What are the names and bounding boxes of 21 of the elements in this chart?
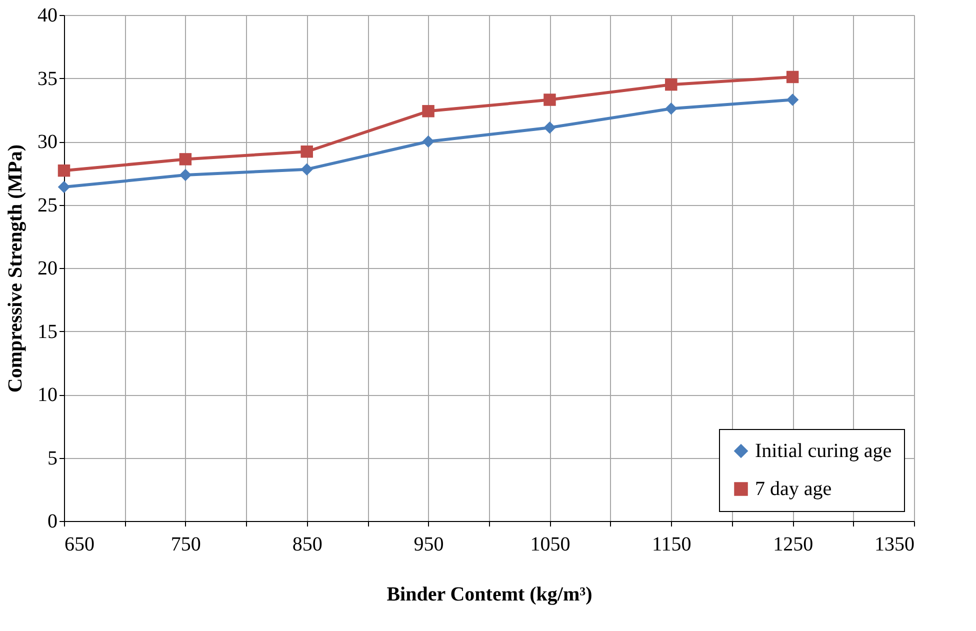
x-tick-label: 1250 (773, 534, 814, 556)
y-tick-label: 5 (48, 447, 58, 470)
y-tick-label: 40 (38, 4, 58, 26)
x-tick-label: 650 (64, 534, 94, 556)
x-axis-title: Binder Contemt (kg/m³) (386, 584, 592, 606)
y-tick-label: 30 (38, 131, 58, 153)
legend-label: Initial curing age (755, 440, 892, 462)
x-tick-label: 1350 (874, 534, 914, 556)
x-tick-label: 1050 (530, 534, 570, 556)
legend-label: 7 day age (755, 478, 832, 500)
y-tick-label: 10 (38, 384, 58, 406)
y-axis-title: Compressive Strength (MPa) (4, 144, 26, 393)
y-tick-label: 35 (38, 68, 58, 90)
x-tick-label: 950 (414, 534, 444, 556)
y-tick-label: 20 (38, 258, 58, 280)
x-tick-label: 850 (292, 534, 322, 556)
y-tick-label: 25 (38, 194, 58, 216)
y-tick-label: 0 (48, 510, 58, 532)
x-tick-label: 1150 (652, 534, 692, 556)
y-tick-label: 15 (38, 320, 58, 343)
x-tick-label: 750 (170, 534, 201, 556)
